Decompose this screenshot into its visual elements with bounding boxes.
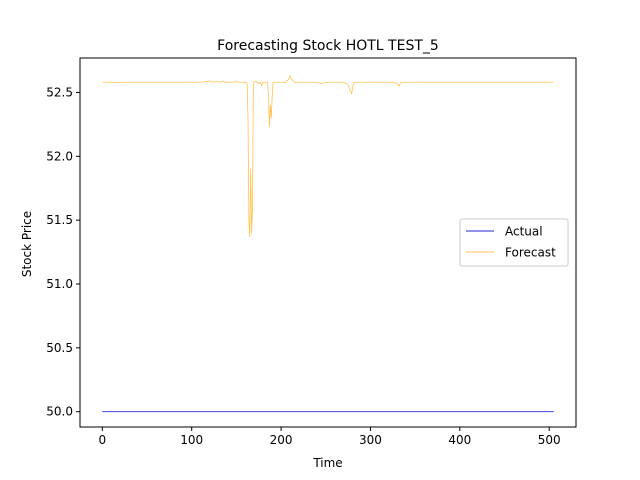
chart-title: Forecasting Stock HOTL TEST_5	[217, 38, 439, 54]
plot-frame	[79, 57, 577, 428]
legend: Actual Forecast	[459, 218, 569, 267]
x-tick-label: 200	[270, 433, 293, 447]
y-tick-label: 50.0	[46, 405, 73, 419]
legend-label-forecast: Forecast	[505, 246, 556, 260]
y-axis-title: Stock Price	[20, 211, 34, 277]
y-tick-label: 50.5	[46, 341, 73, 355]
x-tick-label: 400	[448, 433, 471, 447]
plot-area: 0 100 200 300 400 500 50.0 50.5 51.0 51.5 52.0 52.5	[46, 57, 577, 447]
y-tick-label: 52.5	[46, 85, 73, 99]
x-tick-label: 100	[180, 433, 203, 447]
y-tick-label: 52.0	[46, 149, 73, 163]
series-line-forecast	[102, 75, 554, 238]
y-tick-label: 51.5	[46, 213, 73, 227]
x-tick-label: 500	[538, 433, 561, 447]
x-tick-label: 300	[359, 433, 382, 447]
x-axis-title: Time	[312, 456, 342, 470]
legend-label-actual: Actual	[505, 225, 543, 239]
y-tick-label: 51.0	[46, 277, 73, 291]
x-tick-label: 0	[99, 433, 107, 447]
